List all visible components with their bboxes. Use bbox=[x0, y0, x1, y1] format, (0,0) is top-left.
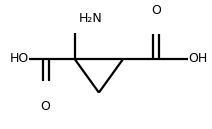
Text: H₂N: H₂N bbox=[79, 12, 102, 25]
Text: O: O bbox=[40, 100, 50, 113]
Text: O: O bbox=[151, 5, 161, 18]
Text: OH: OH bbox=[188, 52, 208, 65]
Text: HO: HO bbox=[10, 52, 29, 65]
